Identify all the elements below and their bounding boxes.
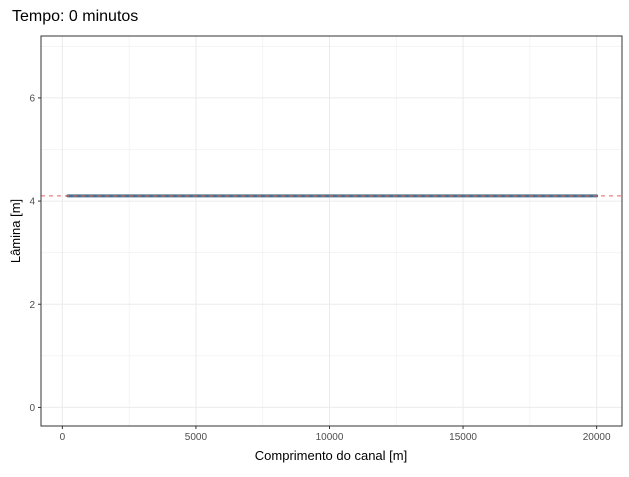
chart-title: Tempo: 0 minutos <box>12 8 138 25</box>
y-tick-label: 6 <box>29 93 35 104</box>
grid <box>41 36 622 426</box>
x-tick-label: 0 <box>60 432 66 443</box>
x-axis-ticks: 0 5000 10000 15000 20000 <box>60 426 611 443</box>
x-tick-label: 5000 <box>185 432 208 443</box>
x-tick-label: 10000 <box>316 432 344 443</box>
y-tick-label: 2 <box>29 300 35 311</box>
y-axis-ticks: 0 2 4 6 <box>29 93 41 414</box>
y-axis-title: Lâmina [m] <box>8 199 23 263</box>
x-axis-title: Comprimento do canal [m] <box>255 448 407 463</box>
y-tick-label: 4 <box>29 197 35 208</box>
x-tick-label: 15000 <box>449 432 477 443</box>
y-tick-label: 0 <box>29 403 35 414</box>
x-tick-label: 20000 <box>583 432 611 443</box>
plot-border <box>40 35 623 427</box>
